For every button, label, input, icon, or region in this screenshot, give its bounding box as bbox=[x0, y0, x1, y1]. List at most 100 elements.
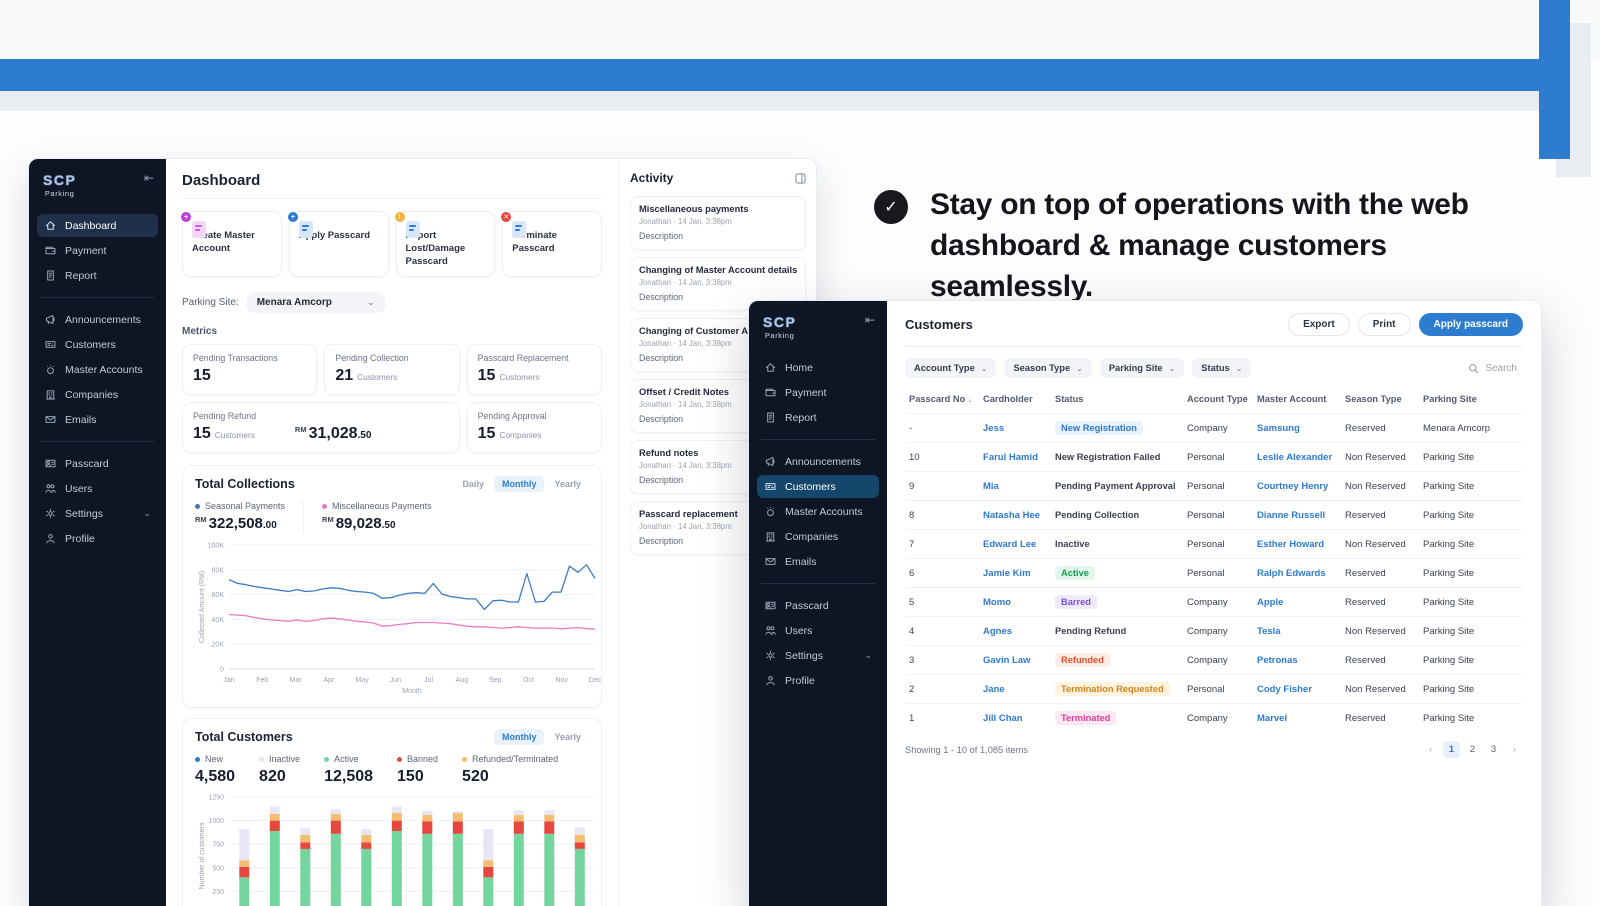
sidebar-item-announcements[interactable]: Announcements bbox=[757, 450, 879, 473]
cardholder-link[interactable]: Agnes bbox=[983, 625, 1013, 637]
column-header-account-type[interactable]: Account Type bbox=[1187, 394, 1248, 404]
cardholder-link[interactable]: Farul Hamid bbox=[983, 451, 1038, 463]
sidebar-item-passcard[interactable]: Passcard bbox=[37, 452, 158, 475]
cell-season-type: Non Reserved bbox=[1341, 674, 1419, 704]
tab-yearly[interactable]: Yearly bbox=[554, 479, 581, 490]
master-account-link[interactable]: Cody Fisher bbox=[1257, 683, 1312, 695]
sidebar-item-customers[interactable]: Customers bbox=[37, 333, 158, 356]
customers-main: Customers Export Print Apply passcard Ac… bbox=[887, 301, 1541, 906]
metric-value: 15 bbox=[477, 367, 496, 385]
filter-parking-site[interactable]: Parking Site ⌄ bbox=[1099, 358, 1185, 378]
page-button-2[interactable]: 2 bbox=[1469, 744, 1476, 755]
sidebar-item-report[interactable]: Report bbox=[37, 264, 158, 287]
sidebar-item-companies[interactable]: Companies bbox=[757, 525, 879, 548]
next-page-button[interactable]: › bbox=[1512, 744, 1517, 755]
activity-item: Changing of Master Account details Jonat… bbox=[630, 257, 807, 311]
page-button-1[interactable]: 1 bbox=[1443, 741, 1460, 758]
page-button-3[interactable]: 3 bbox=[1490, 744, 1497, 755]
action-card-label: Terminate Passcard bbox=[512, 230, 557, 254]
sidebar-item-emails[interactable]: Emails bbox=[37, 408, 158, 431]
sidebar-collapse-icon[interactable]: ⇤ bbox=[143, 171, 154, 185]
cardholder-link[interactable]: Mia bbox=[983, 480, 999, 492]
apply-passcard-button[interactable]: Apply passcard bbox=[1418, 313, 1523, 336]
tab-monthly[interactable]: Monthly bbox=[493, 476, 545, 493]
sidebar-item-passcard[interactable]: Passcard bbox=[757, 594, 879, 617]
sidebar-item-companies[interactable]: Companies bbox=[37, 383, 158, 406]
action-card-apply-passcard[interactable]: + Apply Passcard bbox=[286, 211, 389, 278]
table-row: 10 Farul Hamid New Registration Failed Pers… bbox=[905, 442, 1523, 472]
legend-new: New 4,580 bbox=[195, 754, 236, 786]
filter-season-type[interactable]: Season Type ⌄ bbox=[1004, 358, 1092, 378]
print-button[interactable]: Print bbox=[1357, 313, 1411, 336]
sidebar-item-customers[interactable]: Customers bbox=[757, 475, 879, 498]
legend-seasonal-payments: Seasonal Payments RM 322,508.00 bbox=[195, 501, 305, 534]
sidebar-item-master-accounts[interactable]: Master Accounts bbox=[757, 500, 879, 523]
master-account-link[interactable]: Courtney Henry bbox=[1257, 480, 1329, 492]
sidebar-collapse-icon[interactable]: ⇤ bbox=[864, 313, 875, 327]
metric-card-pending-transactions: Pending Transactions 15 bbox=[182, 344, 318, 396]
filter-account-type[interactable]: Account Type ⌄ bbox=[905, 358, 997, 378]
cardholder-link[interactable]: Momo bbox=[983, 596, 1011, 608]
sidebar-item-settings[interactable]: Settings ⌄ bbox=[757, 644, 879, 667]
sidebar-item-dashboard[interactable]: Dashboard bbox=[37, 214, 158, 237]
master-account-link[interactable]: Esther Howard bbox=[1257, 538, 1325, 550]
cardholder-link[interactable]: Edward Lee bbox=[983, 538, 1037, 550]
column-header-passcard-no[interactable]: Passcard No ↓ bbox=[909, 394, 972, 404]
column-header-master-account[interactable]: Master Account bbox=[1257, 394, 1327, 404]
export-button[interactable]: Export bbox=[1288, 313, 1350, 336]
sidebar-item-users[interactable]: Users bbox=[757, 619, 879, 642]
master-account-link[interactable]: Marvel bbox=[1257, 712, 1288, 724]
master-account-link[interactable]: Leslie Alexander bbox=[1257, 451, 1333, 463]
sidebar-item-users[interactable]: Users bbox=[37, 477, 158, 500]
metric-value: 15 bbox=[193, 367, 211, 385]
column-header-season-type[interactable]: Season Type bbox=[1345, 394, 1402, 404]
tab-daily[interactable]: Daily bbox=[462, 479, 484, 490]
metric-value: 15 bbox=[193, 425, 211, 443]
cardholder-link[interactable]: Natasha Hee bbox=[983, 509, 1041, 521]
metric-value: 21 bbox=[335, 367, 354, 385]
cardholder-link[interactable]: Jamie Kim bbox=[983, 567, 1031, 579]
sidebar-item-master-accounts[interactable]: Master Accounts bbox=[37, 358, 158, 381]
sidebar-item-profile[interactable]: Profile bbox=[757, 669, 879, 692]
column-header-cardholder[interactable]: Cardholder bbox=[983, 394, 1033, 404]
search-input[interactable]: Search bbox=[1462, 359, 1523, 378]
filter-status[interactable]: Status ⌄ bbox=[1192, 358, 1252, 378]
master-account-link[interactable]: Dianne Russell bbox=[1257, 509, 1326, 521]
action-card-terminate-passcard[interactable]: ✕ Terminate Passcard bbox=[500, 211, 602, 278]
cardholder-link[interactable]: Jane bbox=[983, 683, 1005, 695]
status-badge: New Registration Failed bbox=[1055, 452, 1161, 462]
master-account-link[interactable]: Apple bbox=[1257, 596, 1284, 608]
master-account-link[interactable]: Petronas bbox=[1257, 654, 1298, 666]
cell-account-type: Company bbox=[1183, 616, 1253, 646]
cardholder-link[interactable]: Jess bbox=[983, 422, 1005, 434]
action-card-report-lost-damage-passcard[interactable]: ! Report Lost/Damage Passcard bbox=[393, 211, 496, 278]
tab-monthly[interactable]: Monthly bbox=[493, 729, 545, 746]
cardholder-link[interactable]: Gavin Law bbox=[983, 654, 1031, 666]
cell-parking-site: Parking Site bbox=[1419, 645, 1523, 675]
sidebar-item-payment[interactable]: Payment bbox=[37, 239, 158, 262]
sidebar-item-profile[interactable]: Profile bbox=[37, 527, 158, 550]
master-account-link[interactable]: Samsung bbox=[1257, 422, 1300, 434]
sidebar-item-settings[interactable]: Settings ⌄ bbox=[37, 502, 158, 525]
legend-dot bbox=[462, 756, 468, 762]
id-card-icon bbox=[44, 338, 57, 351]
column-header-status[interactable]: Status bbox=[1055, 394, 1084, 404]
mail-icon bbox=[764, 555, 777, 568]
master-account-link[interactable]: Tesla bbox=[1257, 625, 1281, 637]
sidebar-item-announcements[interactable]: Announcements bbox=[37, 308, 158, 331]
sidebar-item-home[interactable]: Home bbox=[757, 356, 879, 379]
collapse-panel-icon[interactable] bbox=[795, 172, 806, 184]
parking-site-select[interactable]: Menara Amcorp ⌄ bbox=[246, 292, 385, 314]
status-badge: Pending Refund bbox=[1055, 626, 1127, 636]
activity-item-title: Refund notes bbox=[639, 448, 699, 458]
column-header-parking-site[interactable]: Parking Site bbox=[1423, 394, 1477, 404]
master-account-link[interactable]: Ralph Edwards bbox=[1257, 567, 1326, 579]
prev-page-button[interactable]: ‹ bbox=[1428, 744, 1433, 755]
status-badge: Refunded bbox=[1055, 653, 1110, 667]
tab-yearly[interactable]: Yearly bbox=[554, 732, 581, 743]
sidebar-item-emails[interactable]: Emails bbox=[757, 550, 879, 573]
sidebar-item-payment[interactable]: Payment bbox=[757, 381, 879, 404]
action-card-create-master-account[interactable]: + Create Master Account bbox=[180, 211, 282, 278]
cardholder-link[interactable]: Jill Chan bbox=[983, 712, 1023, 724]
sidebar-item-report[interactable]: Report bbox=[757, 406, 879, 429]
